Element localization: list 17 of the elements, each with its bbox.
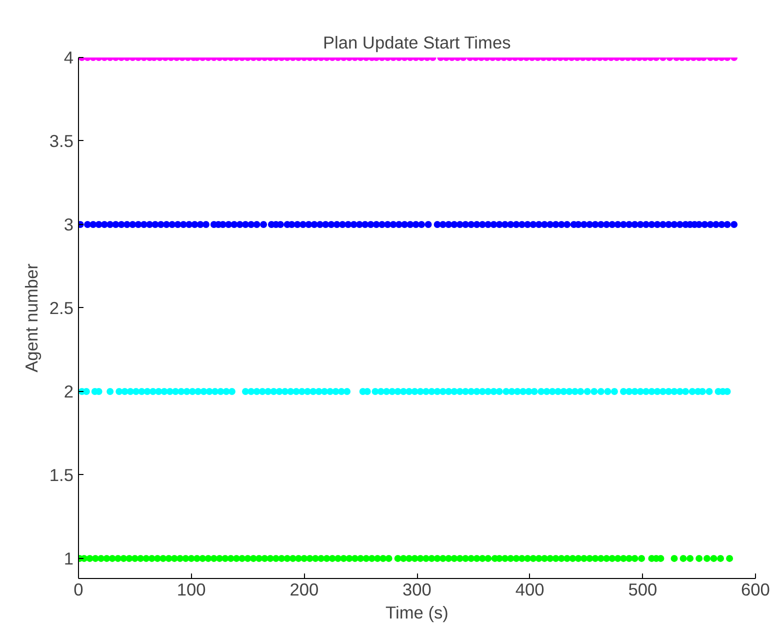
x-tick-label: 300	[402, 580, 432, 600]
x-tick-label: 200	[290, 580, 319, 600]
y-tick-label: 2.5	[49, 298, 74, 318]
x-axis-title: Time (s)	[386, 602, 448, 622]
x-tick-label: 500	[628, 580, 658, 600]
x-tick-label: 100	[176, 580, 206, 600]
y-tick-label: 3	[64, 214, 74, 234]
y-tick-label: 3.5	[49, 130, 74, 151]
y-axis-title: Agent number	[21, 263, 42, 372]
x-tick-label: 0	[74, 580, 84, 600]
y-tick-label: 2	[64, 381, 74, 402]
x-tick-label: 600	[741, 580, 770, 600]
y-tick-label: 4	[64, 48, 74, 68]
chart-title: Plan Update Start Times	[322, 32, 512, 52]
y-tick-label: 1.5	[49, 464, 74, 485]
x-tick-label: 400	[515, 580, 544, 600]
y-tick-label: 1	[64, 548, 74, 568]
